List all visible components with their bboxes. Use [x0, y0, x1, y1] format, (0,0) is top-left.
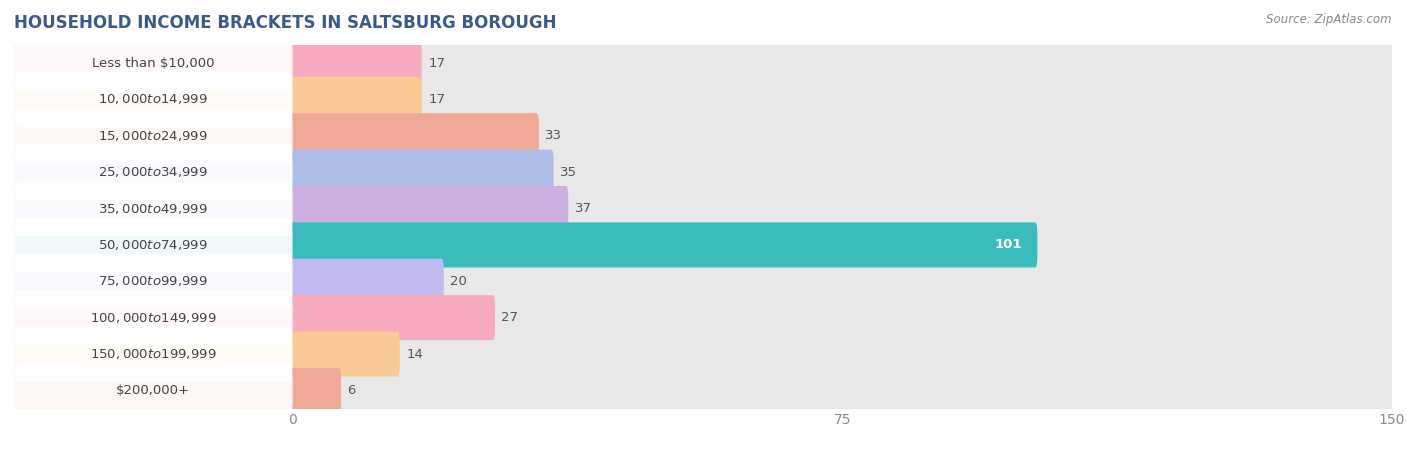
Text: $10,000 to $14,999: $10,000 to $14,999	[98, 92, 208, 106]
Text: 17: 17	[429, 93, 446, 106]
FancyBboxPatch shape	[14, 290, 292, 345]
Text: 17: 17	[429, 57, 446, 70]
Text: 101: 101	[994, 238, 1022, 251]
FancyBboxPatch shape	[14, 145, 292, 200]
FancyBboxPatch shape	[15, 295, 495, 340]
FancyBboxPatch shape	[14, 154, 1392, 190]
FancyBboxPatch shape	[15, 77, 422, 122]
Text: $100,000 to $149,999: $100,000 to $149,999	[90, 311, 217, 325]
Text: Less than $10,000: Less than $10,000	[91, 57, 215, 70]
FancyBboxPatch shape	[14, 72, 292, 127]
Text: 6: 6	[347, 384, 356, 397]
FancyBboxPatch shape	[14, 217, 292, 273]
Text: HOUSEHOLD INCOME BRACKETS IN SALTSBURG BOROUGH: HOUSEHOLD INCOME BRACKETS IN SALTSBURG B…	[14, 14, 557, 32]
Text: $75,000 to $99,999: $75,000 to $99,999	[98, 274, 208, 288]
FancyBboxPatch shape	[14, 118, 1392, 154]
Text: 20: 20	[450, 275, 467, 288]
Text: 27: 27	[502, 311, 519, 324]
FancyBboxPatch shape	[11, 168, 1395, 249]
FancyBboxPatch shape	[14, 181, 292, 236]
FancyBboxPatch shape	[14, 35, 292, 91]
FancyBboxPatch shape	[14, 263, 1392, 299]
FancyBboxPatch shape	[14, 336, 1392, 372]
FancyBboxPatch shape	[15, 113, 538, 158]
FancyBboxPatch shape	[11, 59, 1395, 140]
FancyBboxPatch shape	[15, 368, 342, 413]
FancyBboxPatch shape	[11, 350, 1395, 431]
FancyBboxPatch shape	[14, 326, 292, 382]
Text: 35: 35	[560, 166, 576, 179]
FancyBboxPatch shape	[15, 150, 554, 195]
FancyBboxPatch shape	[15, 331, 399, 377]
Text: $50,000 to $74,999: $50,000 to $74,999	[98, 238, 208, 252]
FancyBboxPatch shape	[11, 132, 1395, 212]
FancyBboxPatch shape	[15, 40, 422, 86]
Text: 37: 37	[575, 202, 592, 215]
Text: $35,000 to $49,999: $35,000 to $49,999	[98, 202, 208, 216]
FancyBboxPatch shape	[14, 254, 292, 309]
FancyBboxPatch shape	[11, 23, 1395, 103]
FancyBboxPatch shape	[11, 96, 1395, 176]
FancyBboxPatch shape	[14, 108, 292, 163]
FancyBboxPatch shape	[15, 186, 568, 231]
FancyBboxPatch shape	[14, 372, 1392, 409]
FancyBboxPatch shape	[11, 241, 1395, 321]
FancyBboxPatch shape	[14, 190, 1392, 227]
FancyBboxPatch shape	[14, 227, 1392, 263]
FancyBboxPatch shape	[15, 222, 1038, 268]
Text: $25,000 to $34,999: $25,000 to $34,999	[98, 165, 208, 179]
FancyBboxPatch shape	[11, 277, 1395, 358]
Text: 33: 33	[546, 129, 562, 142]
FancyBboxPatch shape	[14, 81, 1392, 118]
Text: Source: ZipAtlas.com: Source: ZipAtlas.com	[1267, 13, 1392, 26]
FancyBboxPatch shape	[11, 314, 1395, 394]
FancyBboxPatch shape	[14, 299, 1392, 336]
Text: $15,000 to $24,999: $15,000 to $24,999	[98, 129, 208, 143]
Text: 14: 14	[406, 348, 423, 361]
FancyBboxPatch shape	[11, 205, 1395, 285]
FancyBboxPatch shape	[14, 363, 292, 418]
Text: $200,000+: $200,000+	[117, 384, 190, 397]
FancyBboxPatch shape	[15, 259, 444, 304]
FancyBboxPatch shape	[14, 45, 1392, 81]
Text: $150,000 to $199,999: $150,000 to $199,999	[90, 347, 217, 361]
